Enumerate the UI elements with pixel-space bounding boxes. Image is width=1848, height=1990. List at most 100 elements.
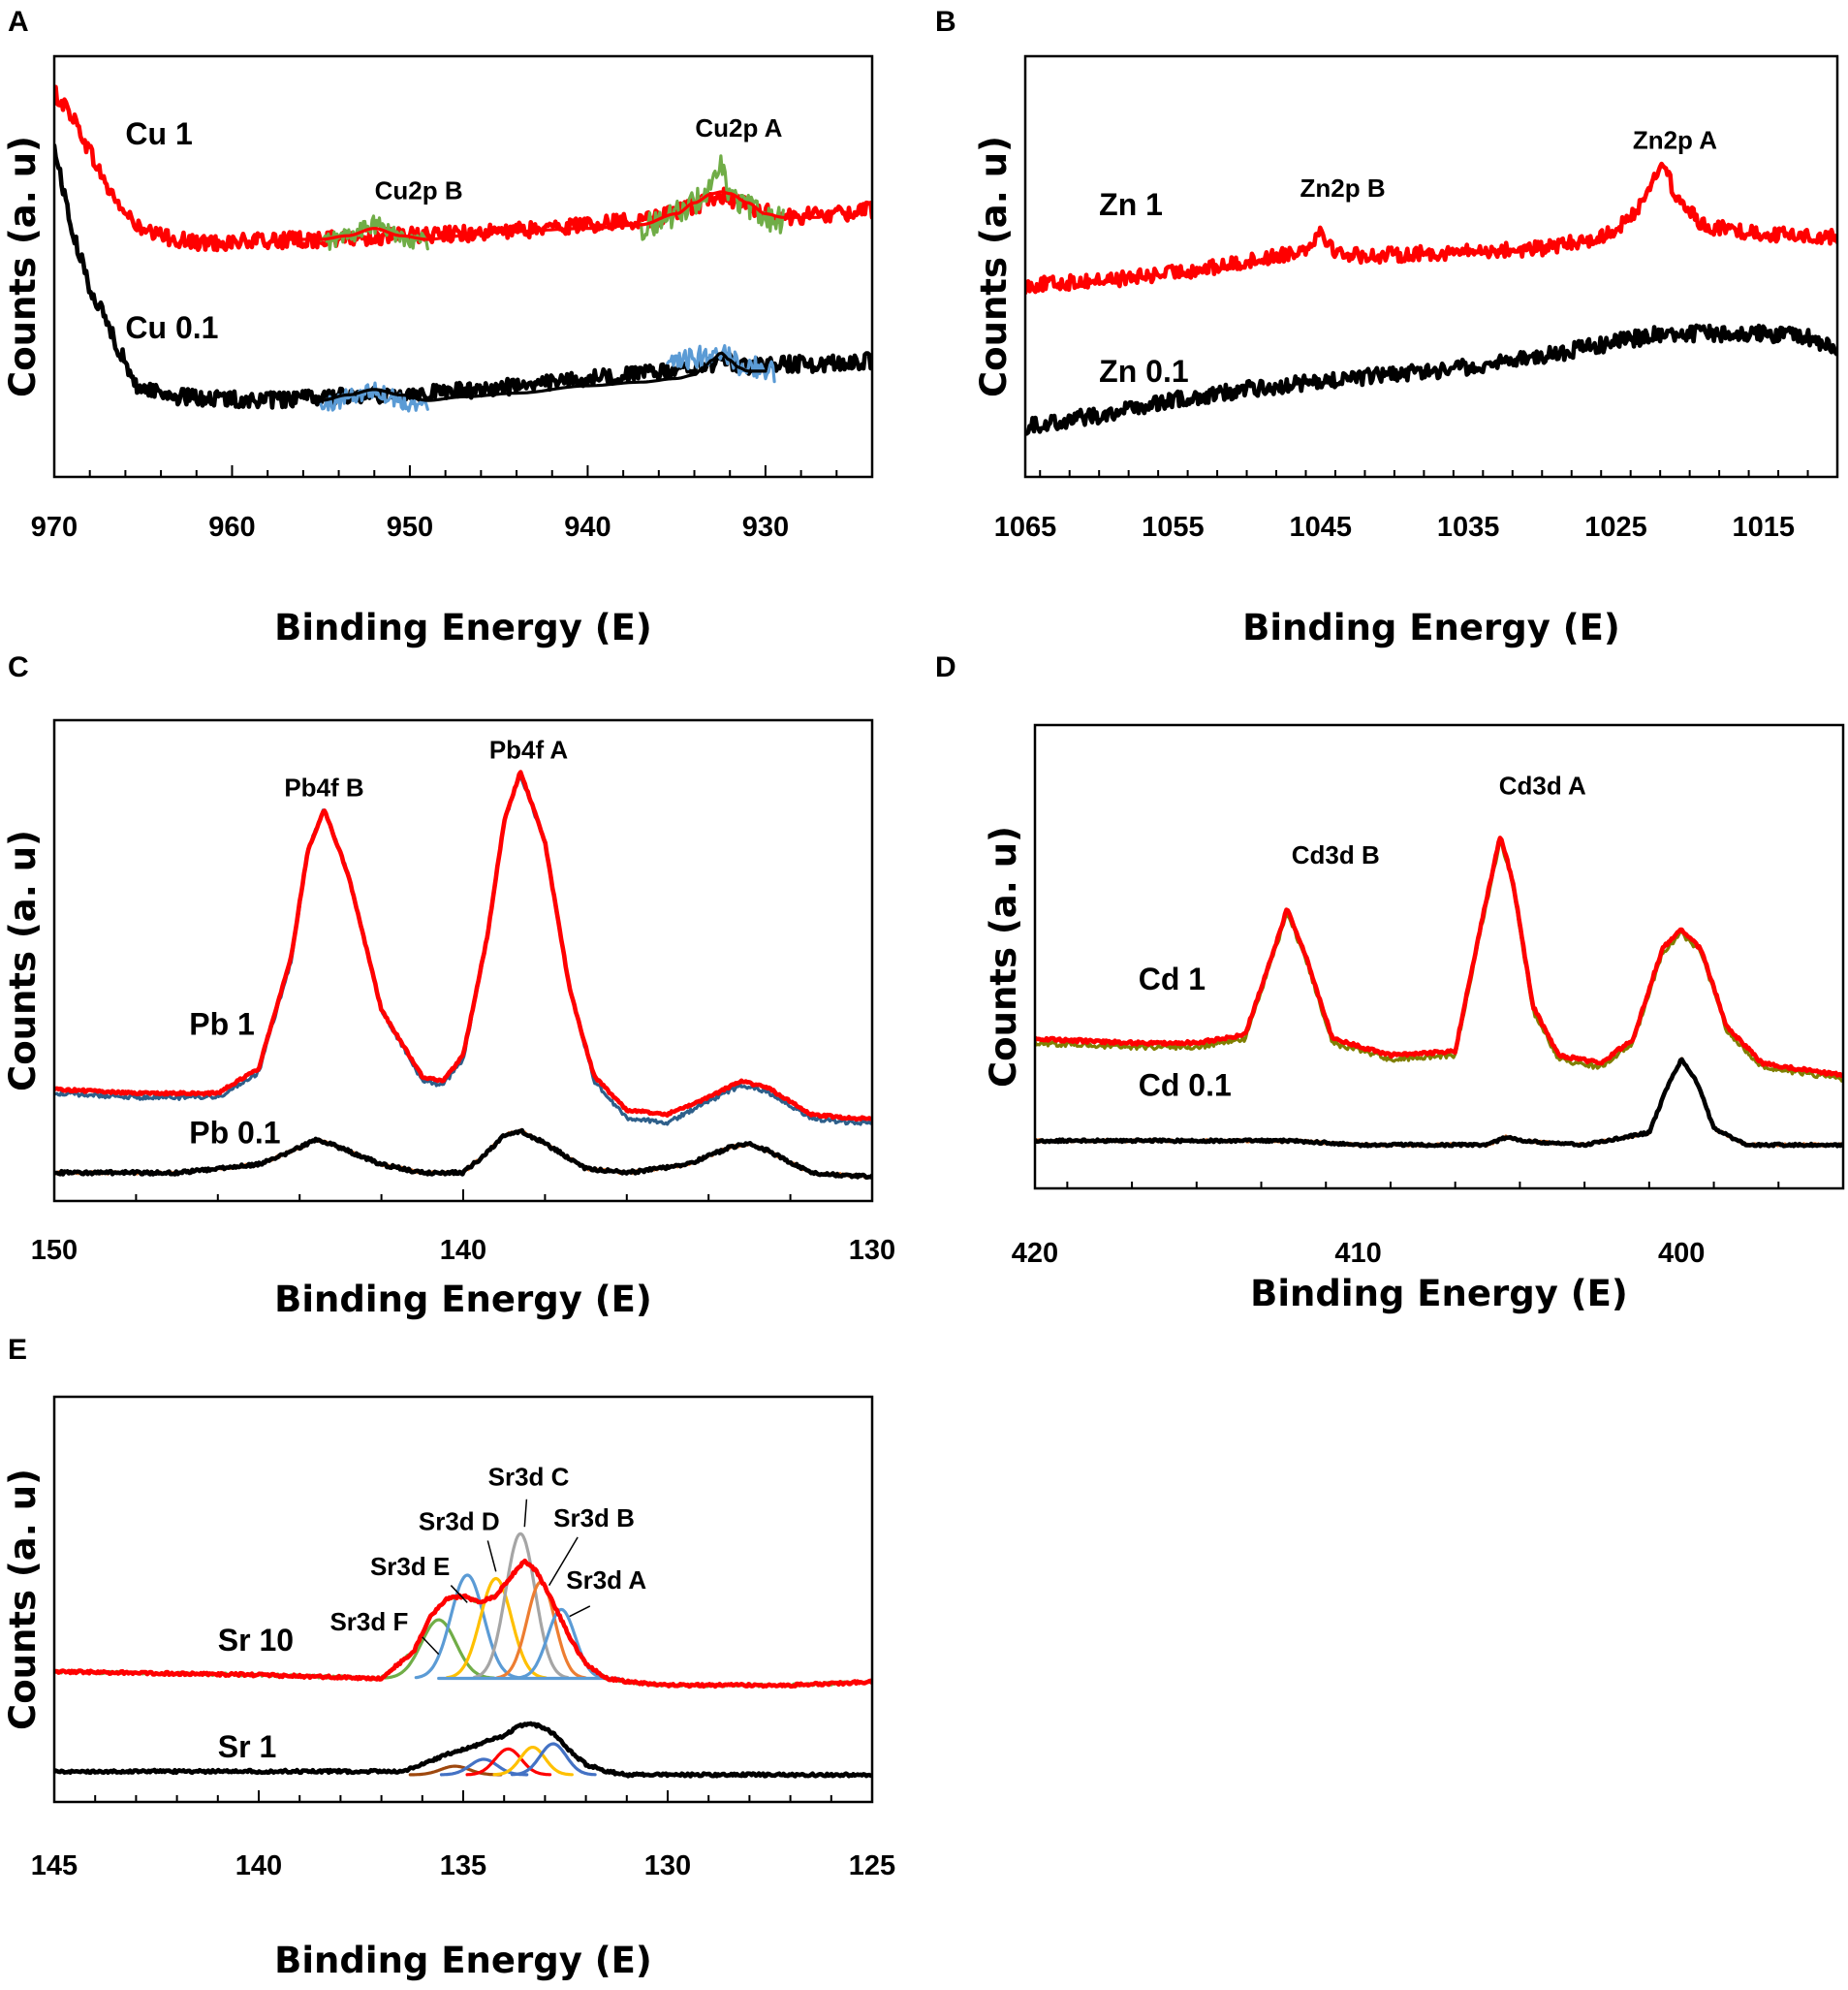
- panel-d: D 420 410 400 Binding Energy (E) Counts (a. u…: [935, 651, 1845, 1314]
- series-label: Pb 0.1: [189, 1116, 280, 1151]
- x-tick-label: 1055: [1142, 512, 1205, 543]
- peak-leader-line: [569, 1605, 591, 1618]
- y-axis-title: Counts (a. u): [2, 1469, 44, 1730]
- x-tick-label: 140: [440, 1235, 486, 1266]
- panel-label: C: [8, 651, 29, 683]
- x-tick-label: 1035: [1437, 512, 1500, 543]
- panel-label: E: [8, 1334, 27, 1366]
- chart-root: A 970 960 950 940 930 Binding Energy (E) Counts…: [2, 6, 1845, 1981]
- x-tick-label: 1015: [1733, 512, 1796, 543]
- peak-label: Sr3d E: [370, 1552, 450, 1581]
- x-tick-label: 410: [1334, 1238, 1381, 1269]
- series-group: [54, 1532, 872, 1779]
- series-line-sr3d-a: [516, 1607, 608, 1680]
- x-axis-title: Binding Energy (E): [274, 607, 652, 648]
- x-tick-label: 1065: [994, 512, 1057, 543]
- series-label: Cu 0.1: [125, 310, 218, 345]
- panel-e: E 145 140 135 130 125 Binding Energy (E) Counts…: [2, 1334, 895, 1981]
- peak-label: Cu2p A: [695, 113, 782, 142]
- x-tick-label: 1045: [1289, 512, 1352, 543]
- series-line-sr3d-d: [445, 1576, 548, 1680]
- peak-label: Sr3d B: [553, 1503, 635, 1532]
- x-tick-label: 930: [742, 512, 789, 543]
- series-line-cu2p-a-fit-cu-1-: [639, 154, 785, 241]
- panel-c: C 150 140 130 Binding Energy (E) Counts (a. u…: [2, 651, 895, 1320]
- y-axis-title: Counts (a. u): [973, 136, 1015, 397]
- peak-label: Cu2p B: [375, 175, 463, 205]
- series-line-pb-0-1: [54, 1127, 872, 1180]
- series-line-sr-1-comp-4: [492, 1746, 574, 1777]
- series-label: Sr 1: [218, 1729, 276, 1764]
- series-line-cd-1: [1035, 836, 1843, 1079]
- x-axis-title: Binding Energy (E): [1250, 1273, 1628, 1314]
- x-tick-label: 145: [31, 1850, 78, 1881]
- series-line-sr-10: [54, 1558, 872, 1690]
- x-tick-label: 130: [644, 1850, 691, 1881]
- peak-label: Pb4f B: [284, 774, 363, 803]
- series-label: Cd 1: [1139, 962, 1206, 996]
- y-axis-title: Counts (a. u): [2, 830, 44, 1091]
- y-axis-title: Counts (a. u): [2, 136, 44, 397]
- series-group: [1035, 836, 1843, 1149]
- panel-label: A: [8, 6, 29, 38]
- panel-label: D: [935, 651, 956, 683]
- x-tick-label: 140: [235, 1850, 282, 1881]
- series-label: Zn 1: [1099, 187, 1163, 222]
- peak-label: Cd3d B: [1292, 840, 1380, 869]
- series-line-sr3d-f: [383, 1618, 495, 1680]
- panel-label: B: [935, 6, 956, 38]
- series-group: [54, 770, 872, 1180]
- x-tick-label: 970: [31, 512, 78, 543]
- peak-label: Cd3d A: [1499, 771, 1586, 800]
- x-tick-label: 130: [849, 1235, 895, 1266]
- peak-label: Sr3d F: [329, 1607, 408, 1636]
- series-line-sr3d-e: [414, 1573, 521, 1680]
- series-label: Cd 0.1: [1139, 1068, 1232, 1103]
- peak-label: Zn2p B: [1300, 174, 1386, 203]
- series-line-zn-1: [1025, 161, 1837, 296]
- series-line-cu-1-envelope: [283, 190, 821, 241]
- series-line-zn-0-1: [1025, 323, 1837, 436]
- series-label: Cu 1: [125, 116, 192, 151]
- plot-frame: [1023, 54, 1839, 479]
- x-tick-label: 940: [564, 512, 611, 543]
- series-group: [54, 84, 872, 413]
- x-axis-title: Binding Energy (E): [1242, 607, 1620, 648]
- peak-label: Zn2p A: [1633, 125, 1717, 154]
- x-axis-title: Binding Energy (E): [274, 1940, 652, 1981]
- series-line-sr-1-comp-1: [408, 1764, 503, 1777]
- plot-frame: [52, 54, 874, 479]
- peak-leader-line: [450, 1585, 468, 1603]
- series-label: Zn 0.1: [1099, 354, 1188, 389]
- panel-a: A 970 960 950 940 930 Binding Energy (E) Counts…: [2, 6, 874, 648]
- peak-label: Sr3d D: [419, 1507, 500, 1536]
- x-tick-label: 950: [387, 512, 433, 543]
- peak-label: Sr3d C: [488, 1463, 570, 1492]
- x-tick-label: 960: [208, 512, 255, 543]
- peak-leader-line: [486, 1540, 497, 1572]
- x-tick-label: 420: [1012, 1238, 1058, 1269]
- y-axis-title: Counts (a. u): [983, 826, 1024, 1088]
- x-tick-label: 1025: [1584, 512, 1647, 543]
- peak-label: Sr3d A: [566, 1565, 646, 1595]
- series-line-sr-1: [54, 1721, 872, 1779]
- series-line-cu-0-1: [54, 142, 872, 410]
- series-line-pb-1: [54, 770, 872, 1122]
- series-line-sr-1-comp-5: [510, 1742, 597, 1777]
- x-axis-title: Binding Energy (E): [274, 1279, 652, 1320]
- peak-label: Pb4f A: [489, 736, 569, 765]
- series-line-sr3d-c: [472, 1532, 570, 1680]
- x-tick-label: 125: [849, 1850, 895, 1881]
- series-line-sr-1-comp-3: [465, 1747, 552, 1777]
- series-label: Sr 10: [218, 1623, 294, 1658]
- series-label: Pb 1: [189, 1006, 255, 1041]
- series-line-cd-0-1: [1035, 1057, 1843, 1149]
- plot-frame: [1033, 723, 1845, 1190]
- panel-b: B 1065 1055 1045 1035 1025 1015 Binding Energy …: [935, 6, 1839, 648]
- peak-leader-line: [523, 1499, 528, 1528]
- series-group: [1025, 161, 1837, 436]
- series-line-cu-0-1-envelope: [319, 351, 767, 402]
- series-line-cu2p-a-fit-cu-0-1-: [666, 344, 776, 384]
